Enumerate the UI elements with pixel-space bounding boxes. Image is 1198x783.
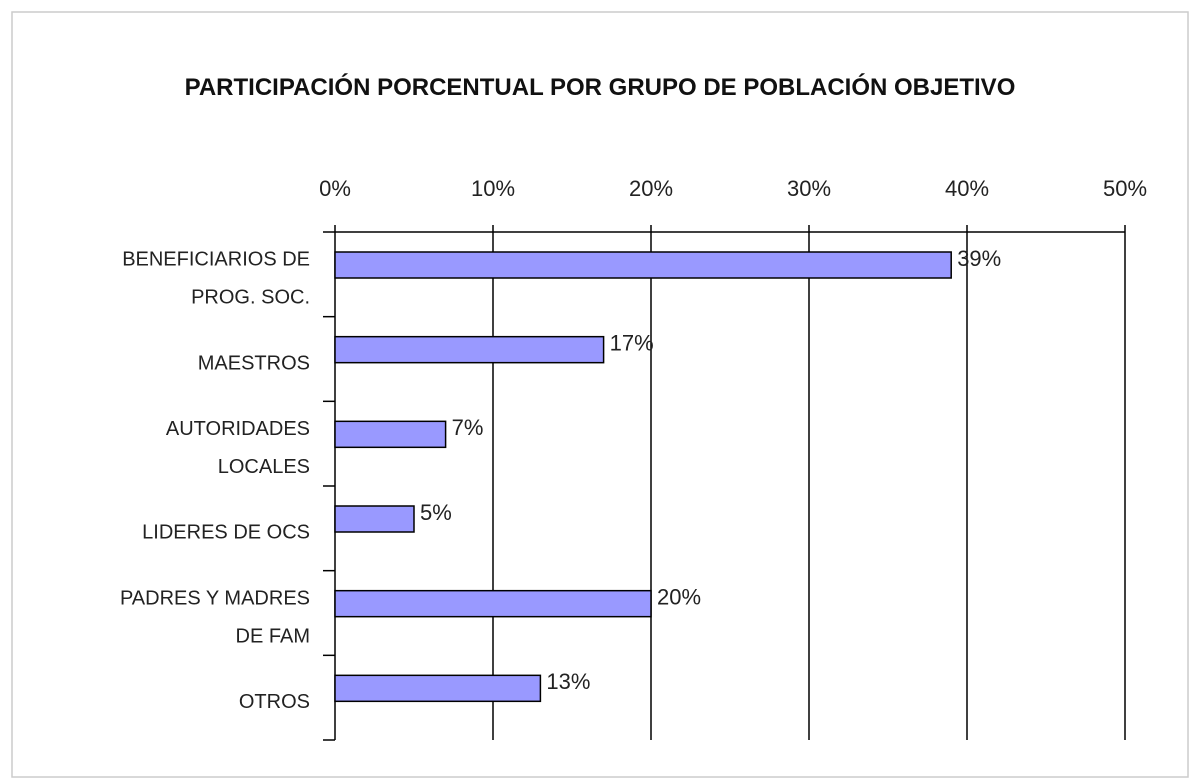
y-tick-label: LIDERES DE OCS: [142, 522, 310, 544]
y-tick-label: MAESTROS: [198, 352, 310, 374]
y-tick-label: AUTORIDADES: [166, 418, 310, 440]
y-tick-label: PADRES Y MADRES: [120, 587, 310, 609]
y-tick-label: DE FAM: [236, 625, 310, 647]
chart-title: PARTICIPACIÓN PORCENTUAL POR GRUPO DE PO…: [184, 74, 1016, 101]
x-tick-label: 30%: [787, 176, 831, 201]
data-label: 5%: [420, 500, 452, 525]
bar: [334, 420, 447, 449]
y-tick-label: BENEFICIARIOS DE: [122, 249, 310, 271]
chart-frame: [11, 11, 1189, 778]
y-tick-label: OTROS: [239, 691, 310, 713]
data-label: 20%: [657, 584, 701, 609]
data-label: 13%: [546, 669, 590, 694]
y-tick-label: PROG. SOC.: [191, 287, 310, 309]
x-tick-label: 0%: [319, 176, 351, 201]
data-label: 7%: [452, 415, 484, 440]
x-tick-label: 50%: [1103, 176, 1147, 201]
x-tick-label: 10%: [471, 176, 515, 201]
x-tick-label: 20%: [629, 176, 673, 201]
bar: [334, 335, 605, 364]
data-label: 39%: [957, 246, 1001, 271]
x-tick-label: 40%: [945, 176, 989, 201]
data-label: 17%: [610, 330, 654, 355]
y-tick-label: LOCALES: [218, 456, 310, 478]
bar: [334, 251, 952, 279]
bar: [334, 505, 415, 533]
bar: [334, 674, 542, 703]
bar: [334, 589, 652, 618]
